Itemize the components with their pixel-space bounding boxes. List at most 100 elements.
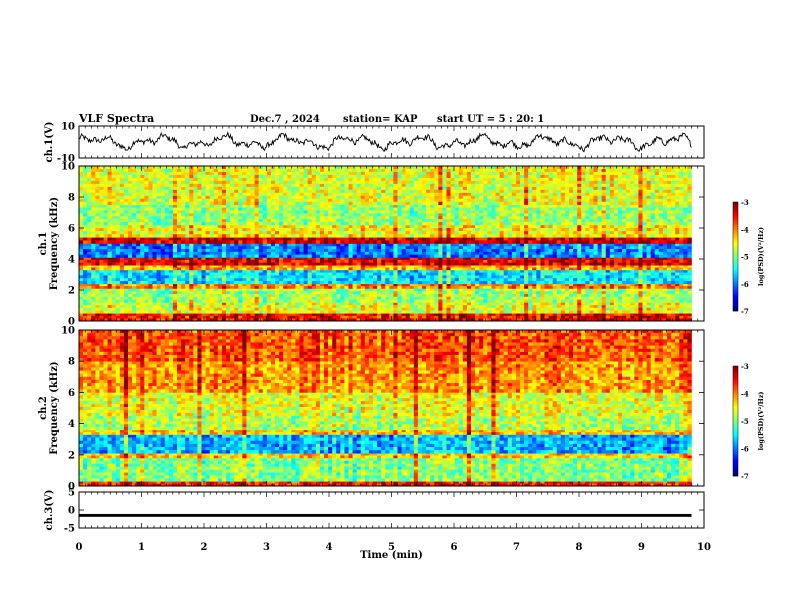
ch1-spectrogram-cell	[556, 243, 562, 247]
ch1-spectrogram-cell	[266, 246, 272, 250]
ch1-spectrogram-cell	[458, 296, 464, 300]
ch1-spectrogram-cell	[393, 281, 398, 285]
ch1-spectrogram-cell	[609, 251, 615, 255]
ch1-spectrogram-cell	[397, 313, 402, 317]
ch1-spectrogram-cell	[83, 286, 88, 289]
ch1-spectrogram-cell	[634, 269, 639, 273]
ch1-spectrogram-cell	[556, 269, 562, 273]
ch1-spectrogram-cell	[556, 237, 562, 241]
ch1-spectrogram-cell	[299, 224, 304, 229]
ch1-spectrogram-cell	[287, 262, 292, 266]
ch1-spectrogram-cell	[471, 243, 476, 247]
ch1-spectrogram-cell	[573, 294, 578, 298]
ch1-spectrogram-cell	[638, 299, 643, 303]
ch1-spectrogram-cell	[315, 251, 321, 255]
ch1-spectrogram-cell	[95, 299, 100, 303]
ch1-spectrogram-cell	[430, 246, 435, 250]
ch1-spectrogram-cell	[283, 296, 288, 300]
ch1-spectrogram-cell	[622, 294, 627, 298]
ch1-spectrogram-cell	[654, 249, 660, 253]
ch1-spectrogram-cell	[613, 251, 619, 255]
ch1-spectrogram-cell	[626, 260, 631, 263]
ch1-spectrogram-cell	[564, 260, 570, 263]
ch1-spectrogram-cell	[291, 307, 296, 311]
ch1-spectrogram-cell	[99, 262, 104, 266]
ch1-spectrogram-cell	[115, 291, 121, 295]
ch1-spectrogram-cell	[544, 286, 549, 289]
ch1-spectrogram-cell	[458, 291, 464, 295]
ch1-spectrogram-cell	[479, 278, 484, 282]
ch1-spectrogram-cell	[144, 299, 149, 303]
ch1-spectrogram-cell	[213, 260, 219, 263]
ch1-spectrogram-cell	[581, 224, 586, 229]
ch1-spectrogram-cell	[324, 262, 329, 266]
ch1-spectrogram-cell	[638, 260, 643, 263]
ch1-spectrogram-cell	[238, 246, 243, 250]
ch1-spectrogram-cell	[585, 307, 590, 311]
ch1-spectrogram-cell	[291, 315, 296, 319]
ch1-spectrogram-cell	[589, 281, 594, 285]
ch1-spectrogram-cell	[638, 315, 643, 319]
ch1-spectrogram-cell	[177, 254, 182, 258]
ch1-spectrogram-cell	[311, 283, 317, 287]
ch1-spectrogram-cell	[373, 286, 378, 289]
ch1-spectrogram-cell	[226, 265, 231, 268]
ch1-spectrogram-cell	[315, 318, 321, 322]
ch1-spectrogram-cell	[299, 302, 304, 306]
ch1-spectrogram-cell	[417, 260, 423, 263]
ch1-spectrogram-cell	[495, 307, 500, 311]
ch1-spectrogram-cell	[123, 224, 129, 229]
ch1-spectrogram-cell	[397, 240, 402, 244]
ch1-spectrogram-cell	[520, 267, 525, 271]
ch1-spectrogram-cell	[495, 281, 500, 285]
ch1-spectrogram-cell	[446, 260, 451, 263]
ch1-spectrogram-cell	[324, 267, 329, 271]
ch1-spectrogram-cell	[532, 294, 537, 298]
ch1-spectrogram-cell	[503, 237, 509, 241]
ch1-spectrogram-cell	[544, 243, 549, 247]
ch1-spectrogram-cell	[340, 246, 345, 250]
ch1-spectrogram-cell	[307, 283, 313, 287]
ch1-spectrogram-cell	[434, 310, 439, 314]
ch1-spectrogram-cell	[446, 224, 451, 229]
ch1-spectrogram-cell	[503, 275, 509, 279]
ch1-spectrogram-cell	[409, 296, 415, 300]
ch1-spectrogram-cell	[348, 272, 353, 276]
ch1-spectrogram-cell	[638, 305, 643, 309]
ch1-spectrogram-cell	[422, 310, 427, 314]
ch1-spectrogram-cell	[197, 307, 202, 311]
ch1-spectrogram-cell	[303, 249, 308, 253]
ch1-spectrogram-cell	[360, 283, 366, 287]
ch1-spectrogram-cell	[217, 224, 223, 229]
ch1-spectrogram-cell	[221, 249, 227, 253]
ch1-spectrogram-cell	[266, 267, 272, 271]
ch1-spectrogram-cell	[385, 237, 390, 241]
ch1-spectrogram-cell	[91, 249, 96, 253]
ch1-spectrogram-cell	[536, 286, 541, 289]
ch1-spectrogram-cell	[160, 237, 166, 241]
ch1-spectrogram-cell	[283, 249, 288, 253]
ch1-spectrogram-cell	[205, 267, 210, 271]
ch1-spectrogram-cell	[103, 305, 108, 309]
ch1-spectrogram-cell	[560, 224, 566, 229]
ch1-spectrogram-cell	[132, 243, 137, 247]
ch1-spectrogram-cell	[221, 318, 227, 322]
ch1-spectrogram-cell	[83, 251, 88, 255]
ch1-spectrogram-cell	[364, 294, 370, 298]
ch1-spectrogram-cell	[434, 305, 439, 309]
ch1-spectrogram-cell	[91, 272, 96, 276]
ch1-spectrogram-cell	[642, 246, 647, 250]
ch1-spectrogram-cell	[123, 265, 129, 268]
ch1-spectrogram-cell	[618, 257, 623, 261]
ch1-spectrogram-cell	[479, 251, 484, 255]
ch1-spectrogram-cell	[328, 272, 333, 276]
ch1-spectrogram-cell	[548, 305, 553, 309]
ch1-spectrogram-cell	[520, 302, 525, 306]
ch1-spectrogram-cell	[646, 299, 651, 303]
ch1-spectrogram-cell	[409, 251, 415, 255]
ch1-spectrogram-cell	[405, 283, 411, 287]
ch1-spectrogram-cell	[605, 288, 611, 292]
ch1-spectrogram-cell	[205, 283, 210, 287]
ch1-spectrogram-cell	[238, 260, 243, 263]
ch1-spectrogram-cell	[613, 302, 619, 306]
